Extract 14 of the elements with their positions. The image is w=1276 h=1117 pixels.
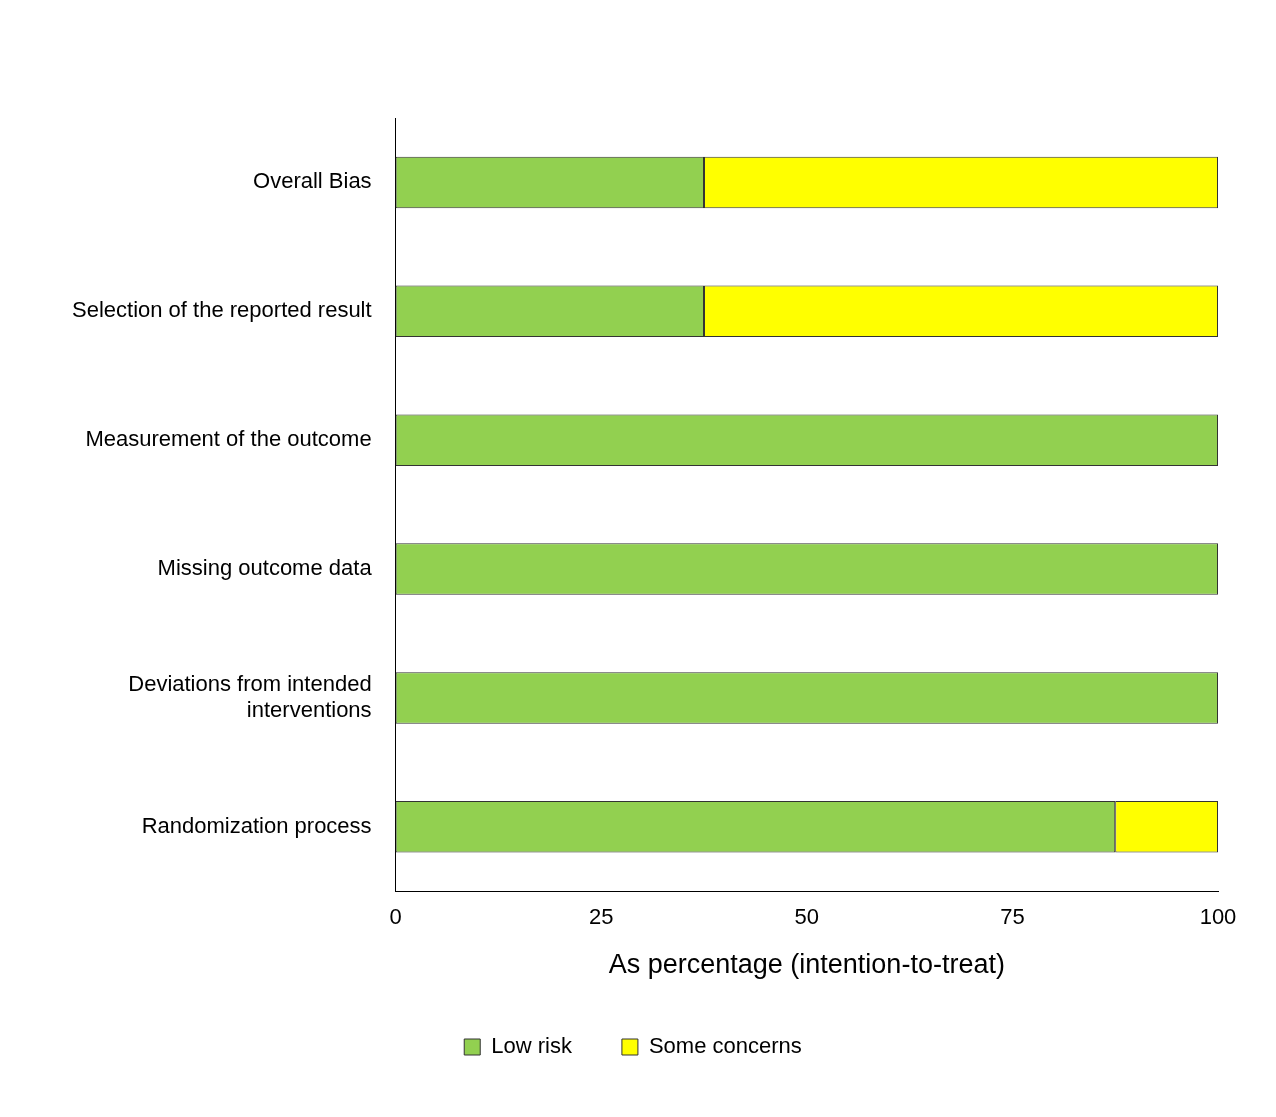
- x-tick-label: 75: [1000, 904, 1025, 930]
- y-tick-label: Overall Bias: [253, 168, 372, 194]
- y-tick-label: Selection of the reported result: [72, 297, 372, 323]
- y-tick-label: Missing outcome data: [157, 555, 373, 581]
- x-axis-title: As percentage (intention-to-treat): [608, 949, 1005, 980]
- x-tick-label: 50: [794, 904, 820, 930]
- y-tick-label: Randomization process: [141, 812, 372, 838]
- x-tick-label: 25: [588, 904, 614, 930]
- y-tick-label: Deviations from intended interventions: [128, 670, 372, 723]
- legend-label: Some concerns: [648, 1033, 802, 1059]
- y-tick-label: Measurement of the outcome: [85, 426, 372, 452]
- x-tick-label: 0: [389, 904, 402, 930]
- legend-label: Low risk: [491, 1033, 573, 1059]
- x-tick-label: 100: [1199, 904, 1237, 930]
